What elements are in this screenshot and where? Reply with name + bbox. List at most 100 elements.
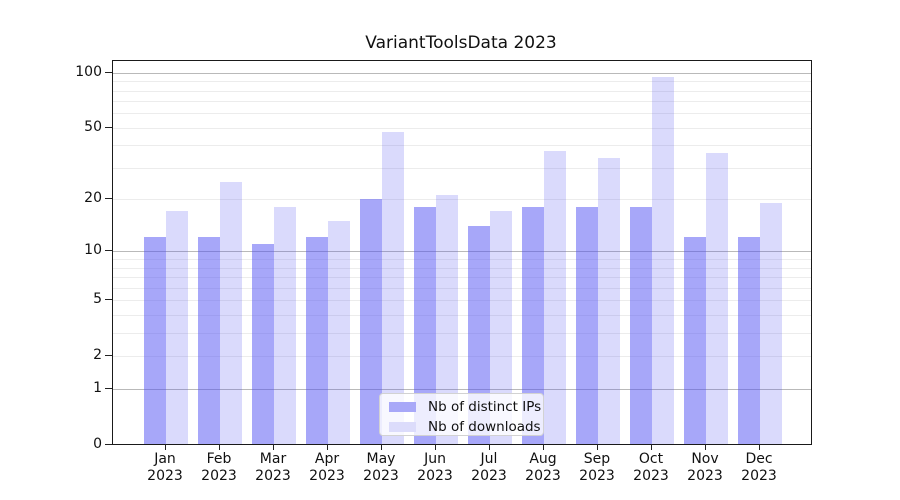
x-tick-label-year: 2023	[687, 468, 723, 484]
minor-gridline	[113, 199, 811, 201]
y-tick-label: 50	[84, 118, 102, 135]
minor-gridline	[113, 287, 811, 289]
x-tick-label: Jan 2023	[137, 451, 193, 485]
x-tick-mark	[273, 444, 274, 450]
x-tick-mark	[705, 444, 706, 450]
x-tick-mark	[219, 444, 220, 450]
y-tick-label: 100	[75, 63, 102, 80]
x-tick-label: May 2023	[353, 451, 409, 485]
x-tick-mark	[651, 444, 652, 450]
y-tick-mark	[105, 250, 112, 252]
bar-downloads	[328, 220, 350, 444]
x-tick-label-month: May	[366, 451, 396, 467]
y-tick-label: 20	[84, 190, 102, 207]
x-tick-label-month: Feb	[206, 451, 232, 467]
bar-downloads	[220, 181, 242, 444]
bar-distinct-ips	[306, 237, 328, 444]
x-tick-label-year: 2023	[633, 468, 669, 484]
legend-label: Nb of distinct IPs	[428, 398, 542, 415]
bar-distinct-ips	[252, 243, 274, 444]
y-tick-mark	[105, 299, 112, 301]
minor-gridline	[113, 113, 811, 115]
x-tick-label-month: Nov	[691, 451, 719, 467]
y-tick-label: 5	[93, 291, 102, 308]
legend: Nb of distinct IPs Nb of downloads	[379, 393, 544, 436]
x-tick-label: Jun 2023	[407, 451, 463, 485]
x-tick-mark	[327, 444, 328, 450]
x-tick-label: Dec 2023	[731, 451, 787, 485]
bar-downloads	[706, 153, 728, 444]
x-tick-label-year: 2023	[471, 468, 507, 484]
minor-gridline	[113, 259, 811, 260]
x-tick-mark	[759, 444, 760, 450]
x-tick-label-year: 2023	[309, 468, 345, 484]
bar-distinct-ips	[360, 198, 382, 444]
bar-distinct-ips	[468, 225, 490, 444]
bar-downloads	[760, 202, 782, 444]
x-tick-label-month: Dec	[745, 451, 773, 467]
bar-distinct-ips	[198, 237, 220, 444]
x-tick-label: Jul 2023	[461, 451, 517, 485]
y-tick-mark	[105, 355, 112, 356]
bar-downloads	[382, 132, 404, 444]
minor-gridline	[113, 90, 811, 92]
minor-gridline	[113, 81, 811, 83]
y-tick-label: 0	[93, 435, 102, 452]
y-tick-mark	[105, 71, 112, 73]
x-tick-label-month: Jul	[480, 451, 498, 467]
minor-gridline	[113, 267, 811, 269]
x-tick-label: Sep 2023	[569, 451, 625, 485]
x-tick-label-month: Sep	[583, 451, 611, 467]
major-gridline	[113, 72, 811, 74]
legend-label: Nb of downloads	[428, 418, 541, 435]
y-tick-mark	[105, 198, 112, 200]
bar-distinct-ips	[630, 206, 652, 444]
y-tick-label: 1	[93, 379, 102, 396]
x-tick-label: Mar 2023	[245, 451, 301, 485]
minor-gridline	[113, 145, 811, 147]
minor-gridline	[113, 127, 811, 129]
minor-gridline	[113, 101, 811, 103]
legend-swatch	[389, 401, 416, 412]
x-tick-label-month: Jun	[424, 451, 446, 467]
y-tick-mark	[105, 126, 112, 128]
x-tick-label-month: Aug	[529, 451, 557, 467]
y-tick-label: 10	[84, 242, 102, 259]
x-tick-label-month: Oct	[638, 451, 664, 467]
bar-downloads	[274, 206, 296, 444]
x-tick-label-year: 2023	[201, 468, 237, 484]
bar-downloads	[598, 157, 620, 444]
x-tick-mark	[381, 444, 382, 450]
x-tick-label-year: 2023	[417, 468, 453, 484]
bar-distinct-ips	[576, 206, 598, 444]
minor-gridline	[113, 314, 811, 316]
plot-area	[112, 60, 812, 445]
x-tick-mark	[165, 444, 166, 450]
x-tick-label-year: 2023	[363, 468, 399, 484]
x-tick-label-month: Jan	[154, 451, 176, 467]
legend-swatch	[389, 421, 416, 432]
minor-gridline	[113, 277, 811, 278]
major-gridline	[113, 251, 811, 253]
minor-gridline	[113, 356, 811, 357]
legend-item: Nb of downloads	[389, 418, 543, 435]
bar-downloads	[436, 195, 458, 444]
bar-downloads	[490, 211, 512, 444]
y-tick-mark	[105, 387, 112, 389]
x-tick-label: Apr 2023	[299, 451, 355, 485]
x-tick-mark	[597, 444, 598, 450]
minor-gridline	[113, 332, 811, 334]
y-tick-label: 2	[93, 347, 102, 363]
x-tick-label-year: 2023	[579, 468, 615, 484]
x-tick-label-month: Apr	[314, 451, 340, 467]
bar-downloads	[544, 151, 566, 444]
x-tick-label-month: Mar	[259, 451, 287, 467]
bar-distinct-ips	[414, 206, 436, 444]
legend-item: Nb of distinct IPs	[389, 398, 543, 415]
x-tick-label-year: 2023	[147, 468, 183, 484]
y-tick-mark	[105, 443, 112, 445]
x-tick-label-year: 2023	[525, 468, 561, 484]
x-tick-label-year: 2023	[741, 468, 777, 484]
bar-downloads	[166, 211, 188, 444]
